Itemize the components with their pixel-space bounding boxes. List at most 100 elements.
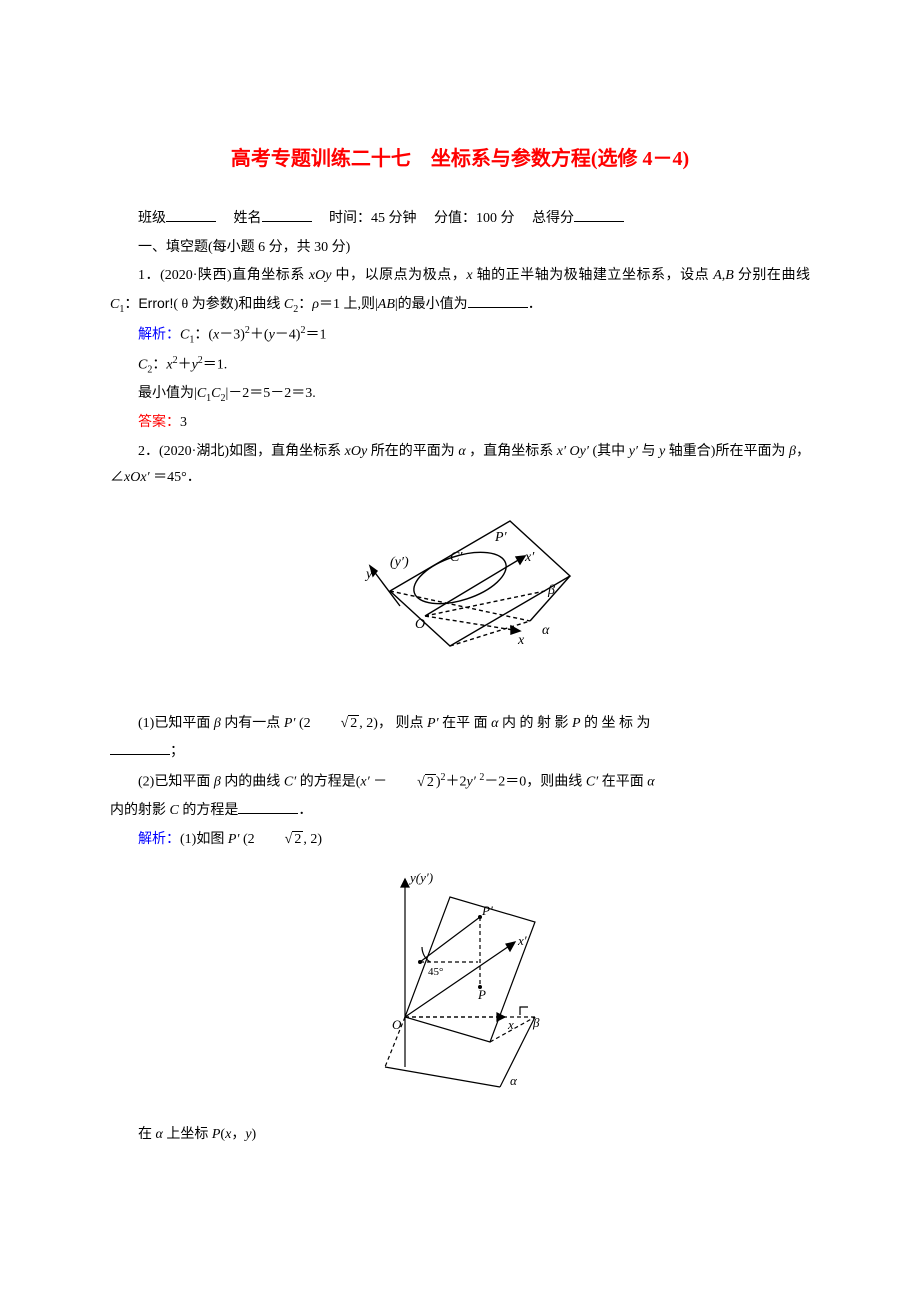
q1-rho: ρ (312, 297, 319, 312)
fig1-yp: (y′) (390, 555, 409, 570)
class-blank (166, 207, 216, 222)
q1-C1: C (110, 297, 119, 312)
q1s-l1e: －4) (275, 327, 301, 342)
q2p1-P2: P′ (427, 716, 439, 731)
fig2-xp: x′ (517, 933, 527, 948)
figure-2: y(y′) P′ x′ 45° P O x β α (110, 867, 810, 1108)
q2-yp: y′ (629, 444, 638, 459)
q2p1-open: (2 (295, 716, 310, 731)
q1-p: ． (528, 297, 542, 312)
fig2-x: x (507, 1017, 514, 1032)
fig1-Cp: C′ (450, 550, 463, 565)
q1-m2: 轴的正半轴为极轴建立坐标系，设点 (473, 268, 714, 283)
q2p2-m2: 的方程是( (296, 775, 360, 790)
q1-answer: 答案：3 (110, 410, 810, 437)
q2p1-blank (110, 740, 170, 755)
q1s-l2b: ： (152, 358, 166, 373)
q1-xoy: xOy (309, 268, 332, 283)
q2f-t1: 在 (138, 1127, 156, 1142)
q1-prefix: 1．(2020·陕西)直角坐标系 (138, 268, 309, 283)
q2p2-alpha: α (647, 775, 654, 790)
q1s-l2a: C (138, 358, 147, 373)
fig2-alpha: α (510, 1073, 518, 1088)
q2f-alpha: α (156, 1127, 163, 1142)
q2-xox: xOx′ (124, 470, 150, 485)
q1-ans-label: 答案： (138, 415, 180, 430)
q2p1-two: 2 (348, 715, 359, 731)
sqrt-icon-2: 2 (387, 770, 436, 797)
q2p2-period: ． (298, 803, 312, 818)
q2p1-prefix: (1)已知平面 (138, 716, 214, 731)
q2f-t2: 上坐标 (163, 1127, 212, 1142)
q2-m3: (其中 (589, 444, 629, 459)
total-label: 总得分 (532, 211, 574, 226)
q2f-comma: ， (231, 1127, 245, 1142)
figure-1-svg: y (y′) C′ P′ x′ β O x α (330, 506, 590, 686)
q2p2-m5: －2＝0，则曲线 (484, 775, 586, 790)
name-label: 姓名 (234, 211, 262, 226)
fig1-x: x (517, 633, 525, 648)
q2p2-l2a: 内的射影 (110, 803, 170, 818)
q2p1-tail: ； (170, 744, 184, 759)
page: 高考专题训练二十七 坐标系与参数方程(选修 4－4) 班级 姓名 时间：45 分… (0, 0, 920, 1190)
q2-part2-line2: 内的射影 C 的方程是． (110, 798, 810, 825)
q2s-close: , 2) (303, 832, 322, 847)
q1s-l1a: C (180, 327, 189, 342)
q2p1-m4: 内 的 射 影 (498, 716, 572, 731)
score-value: 100 分 (476, 211, 515, 226)
fig1-xp: x′ (524, 550, 535, 565)
figure-1: y (y′) C′ P′ x′ β O x α (110, 506, 810, 697)
q1s-l3c1: C (197, 386, 206, 401)
q1s-l1d: ＋( (250, 327, 269, 342)
q1-B: B (725, 268, 734, 283)
doc-title: 高考专题训练二十七 坐标系与参数方程(选修 4－4) (110, 140, 810, 178)
q1-sol-label: 解析： (138, 327, 180, 342)
fig2-beta: β (532, 1015, 540, 1030)
q1-blank (468, 293, 528, 308)
q1s-l2c: ＋ (178, 358, 192, 373)
q1-col: ： (124, 297, 138, 312)
q2-alpha: α (458, 444, 465, 459)
fig1-y: y (364, 567, 373, 582)
fig2-O: O (392, 1017, 402, 1032)
q1s-l2d: ＝1. (203, 358, 228, 373)
q2-part1: (1)已知平面 β 内有一点 P′ (22, 2)， 则点 P′ 在平 面 α … (110, 711, 810, 738)
q2p1-m2: , 2)， 则点 (359, 716, 427, 731)
q1-theta: ( θ 为参数)和曲线 (173, 297, 284, 312)
q1-solution: 解析：C1：(x－3)2＋(y－4)2＝1 (110, 321, 810, 349)
q2f-close: ) (252, 1127, 257, 1142)
q2p2-prefix: (2)已知平面 (138, 775, 214, 790)
meta-row: 班级 姓名 时间：45 分钟 分值：100 分 总得分 (110, 206, 810, 233)
q2p2-beta: β (214, 775, 221, 790)
q1s-l1c: －3) (219, 327, 245, 342)
q2p1-P: P′ (284, 716, 296, 731)
fig2-P: P (477, 987, 486, 1002)
q1-m1: 中，以原点为极点， (331, 268, 466, 283)
q2p2-Cp: C′ (284, 775, 296, 790)
q1-solution-l3: 最小值为|C1C2|－2＝5－2＝3. (110, 381, 810, 408)
q1-eq: ＝1 上,则| (319, 297, 378, 312)
q2p2-m4: ＋2 (446, 775, 467, 790)
q2s-t1: (1)如图 (180, 832, 228, 847)
q2p2-Cc: C (170, 803, 179, 818)
q1-tail: |的最小值为 (395, 297, 468, 312)
figure-2-svg: y(y′) P′ x′ 45° P O x β α (350, 867, 570, 1097)
q2-sol-label: 解析： (138, 832, 180, 847)
q1-C2: C (284, 297, 293, 312)
total-blank (574, 207, 624, 222)
time-value: 45 分钟 (371, 211, 417, 226)
q2p1-Pp: P (572, 716, 581, 731)
fig1-beta: β (547, 583, 555, 598)
q1-AB: AB (378, 297, 395, 312)
q2-text: 2．(2020·湖北)如图，直角坐标系 xOy 所在的平面为 α ，直角坐标系 … (110, 439, 810, 492)
q2p2-blank (238, 799, 298, 814)
q2-prefix: 2．(2020·湖北)如图，直角坐标系 (138, 444, 345, 459)
q2p2-m3: － (370, 775, 388, 790)
score-label: 分值： (434, 211, 476, 226)
q1-text: 1．(2020·陕西)直角坐标系 xOy 中，以原点为极点，x 轴的正半轴为极轴… (110, 263, 810, 318)
q1-A: A (713, 268, 722, 283)
fig2-45: 45° (428, 966, 443, 978)
section-heading: 一、填空题(每小题 6 分，共 30 分) (110, 235, 810, 262)
q2-m2: ，直角坐标系 (466, 444, 557, 459)
q2s-P: P′ (228, 832, 240, 847)
